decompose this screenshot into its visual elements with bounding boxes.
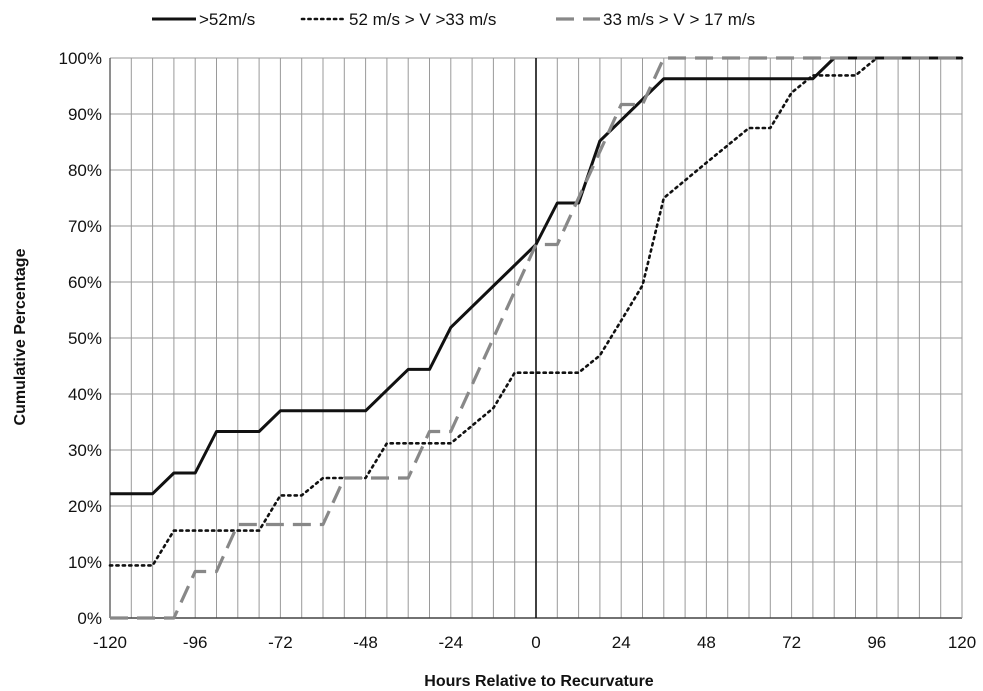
x-tick-label: 48 bbox=[697, 633, 716, 652]
series-line-dashed bbox=[110, 56, 962, 620]
series-lines bbox=[108, 56, 964, 620]
y-tick-label: 60% bbox=[68, 273, 102, 292]
y-tick-label: 10% bbox=[68, 553, 102, 572]
legend-label-dashed: 33 m/s > V > 17 m/s bbox=[603, 10, 755, 29]
x-tick-label: 0 bbox=[531, 633, 540, 652]
legend-label-dotted: 52 m/s > V >33 m/s bbox=[349, 10, 496, 29]
x-tick-label: -24 bbox=[439, 633, 464, 652]
axes bbox=[109, 58, 963, 619]
y-tick-label: 50% bbox=[68, 329, 102, 348]
y-tick-label: 70% bbox=[68, 217, 102, 236]
x-tick-label: 72 bbox=[782, 633, 801, 652]
x-axis-title: Hours Relative to Recurvature bbox=[424, 673, 654, 690]
y-tick-label: 20% bbox=[68, 497, 102, 516]
x-tick-label: -120 bbox=[93, 633, 127, 652]
y-axis-title: Cumulative Percentage bbox=[12, 248, 29, 425]
x-tick-label: -72 bbox=[268, 633, 293, 652]
series-line-solid bbox=[110, 56, 962, 496]
y-tick-label: 0% bbox=[77, 609, 102, 628]
x-tick-label: 24 bbox=[612, 633, 631, 652]
x-tick-label: -96 bbox=[183, 633, 208, 652]
x-tick-label: 96 bbox=[867, 633, 886, 652]
y-tick-label: 100% bbox=[59, 49, 102, 68]
x-tick-label: 120 bbox=[948, 633, 976, 652]
y-tick-label: 90% bbox=[68, 105, 102, 124]
tick-labels: -120 -96 -72 -48 -24 0 24 48 72 96 120 0% 10% 20% 30% 4… bbox=[59, 49, 977, 652]
x-tick-label: -48 bbox=[353, 633, 378, 652]
legend-label-solid: >52m/s bbox=[199, 10, 255, 29]
y-tick-label: 30% bbox=[68, 441, 102, 460]
series-line-dotted bbox=[108, 56, 964, 567]
y-tick-label: 80% bbox=[68, 161, 102, 180]
y-tick-label: 40% bbox=[68, 385, 102, 404]
legend: >52m/s 52 m/s > V >33 m/s 33 m/s > V > 17 … bbox=[152, 10, 755, 29]
